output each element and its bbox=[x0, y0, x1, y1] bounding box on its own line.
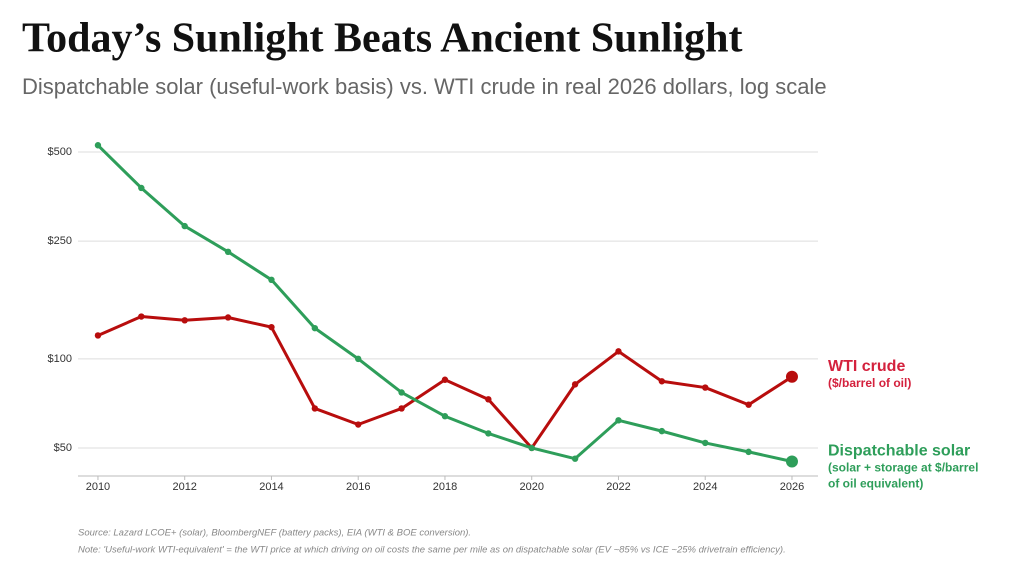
data-point bbox=[355, 355, 362, 363]
data-point bbox=[441, 376, 449, 383]
x-tick-label: 2012 bbox=[172, 481, 196, 493]
data-point bbox=[398, 405, 405, 412]
data-point bbox=[94, 332, 102, 339]
data-point bbox=[485, 396, 492, 403]
data-point bbox=[181, 317, 188, 324]
x-tick-label: 2026 bbox=[780, 481, 804, 493]
data-point bbox=[785, 455, 798, 468]
data-point bbox=[268, 323, 275, 331]
data-point bbox=[745, 448, 752, 456]
x-tick-label: 2016 bbox=[346, 481, 370, 493]
source-note: Source: Lazard LCOE+ (solar), BloombergN… bbox=[78, 528, 471, 539]
x-tick-label: 2022 bbox=[606, 481, 630, 493]
x-tick-label: 2014 bbox=[259, 481, 283, 493]
data-point bbox=[571, 381, 579, 388]
x-tick-label: 2024 bbox=[693, 481, 717, 493]
y-tick-label: $100 bbox=[48, 353, 72, 365]
data-point bbox=[658, 427, 666, 435]
data-point bbox=[224, 314, 232, 321]
data-point bbox=[181, 222, 188, 230]
data-point bbox=[311, 405, 319, 412]
data-point bbox=[485, 430, 492, 437]
data-point bbox=[138, 184, 145, 192]
legend-sublabel: (solar + storage at $/barrel bbox=[828, 461, 978, 475]
data-point bbox=[528, 444, 535, 452]
legend-sublabel: ($/barrel of oil) bbox=[828, 376, 911, 390]
data-point bbox=[138, 313, 145, 320]
data-point bbox=[702, 439, 709, 447]
x-tick-label: 2010 bbox=[86, 481, 110, 493]
legend-label: WTI crude bbox=[828, 358, 905, 375]
y-tick-label: $500 bbox=[48, 146, 72, 158]
y-tick-label: $250 bbox=[48, 235, 72, 247]
data-point bbox=[785, 370, 798, 383]
data-point bbox=[398, 389, 405, 396]
data-point bbox=[268, 276, 275, 284]
data-point bbox=[441, 413, 449, 420]
footnote: Note: 'Useful-work WTI-equivalent' = the… bbox=[78, 545, 786, 556]
data-point bbox=[615, 348, 622, 355]
data-point bbox=[355, 421, 362, 428]
data-point bbox=[94, 142, 102, 149]
data-point bbox=[658, 378, 666, 385]
data-point bbox=[311, 324, 319, 332]
data-point bbox=[615, 417, 622, 424]
data-point bbox=[224, 248, 232, 256]
data-point bbox=[702, 384, 709, 391]
data-point bbox=[571, 455, 579, 462]
legend-sublabel: of oil equivalent) bbox=[828, 477, 923, 491]
y-tick-label: $50 bbox=[54, 442, 72, 454]
data-point bbox=[745, 401, 752, 408]
x-tick-label: 2020 bbox=[519, 481, 543, 493]
legend-label: Dispatchable solar bbox=[828, 443, 970, 460]
chart-title: Today’s Sunlight Beats Ancient Sunlight bbox=[22, 16, 742, 62]
x-tick-label: 2018 bbox=[433, 481, 457, 493]
chart-subtitle: Dispatchable solar (useful-work basis) v… bbox=[22, 74, 827, 99]
